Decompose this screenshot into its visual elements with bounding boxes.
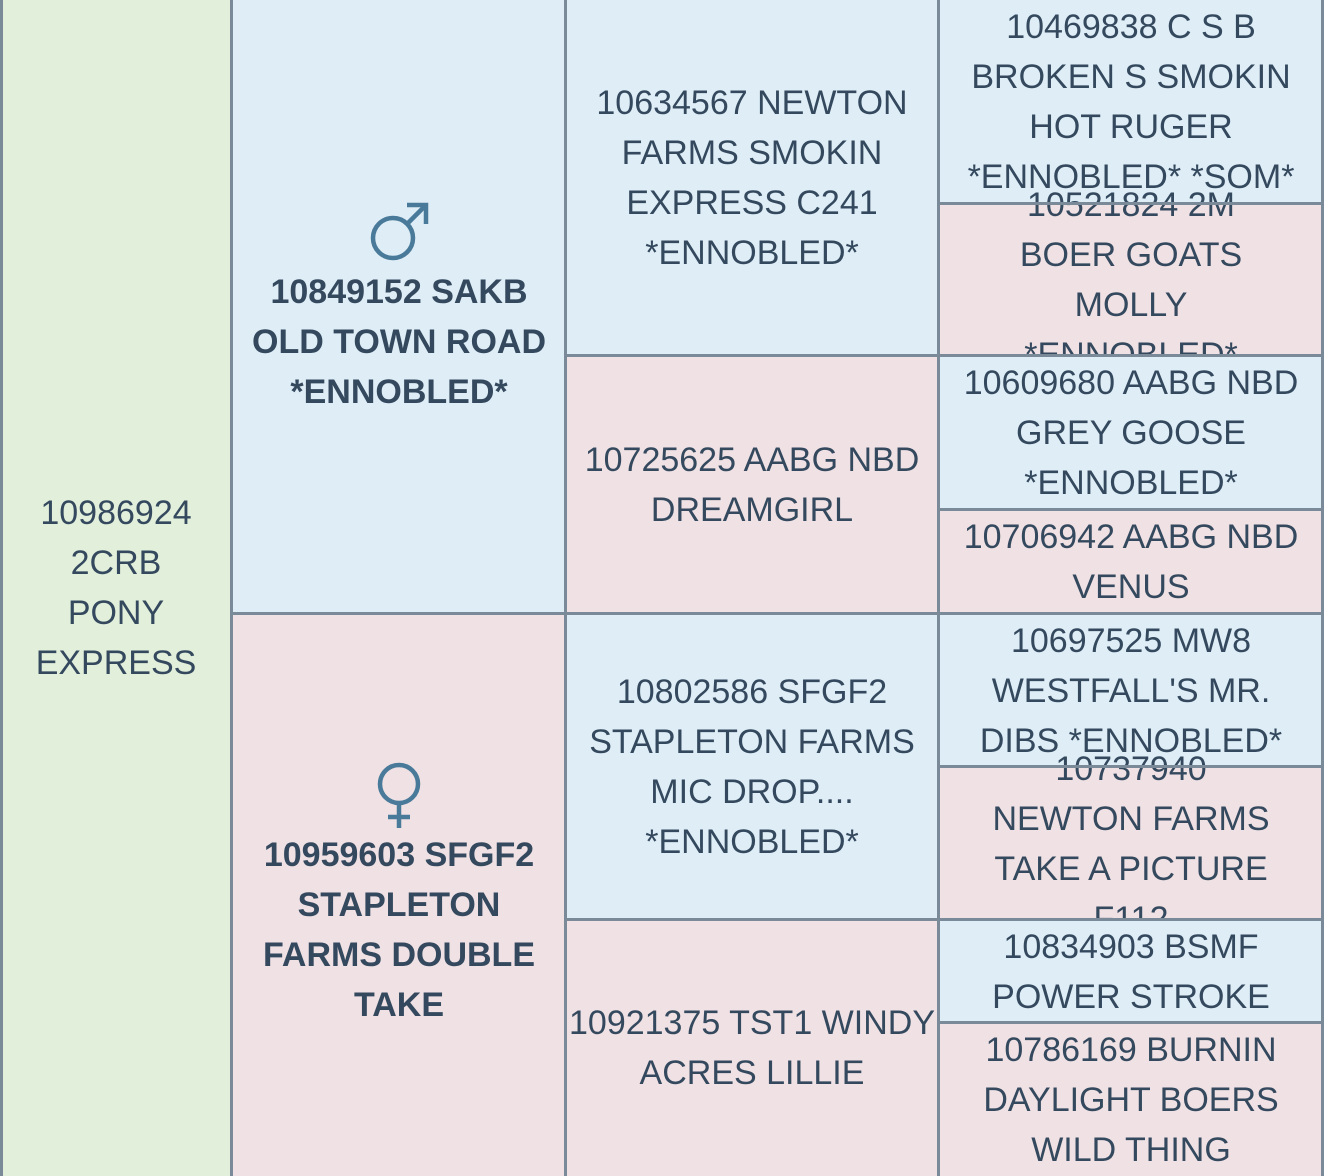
sire-name: 10849152 SAKB OLD TOWN ROAD *ENNOBLED* (252, 273, 547, 411)
maternal-grandsire-name: 10802586 SFGF2 STAPLETON FARMS MIC DROP.… (589, 673, 915, 861)
divider-ggp-1 (938, 202, 1324, 205)
subject-name: 10986924 2CRB PONY EXPRESS (35, 494, 197, 682)
great-grandparent-cell-3[interactable]: 10609680 AABG NBD GREY GOOSE *ENNOBLED* (938, 356, 1324, 509)
male-symbol-icon (364, 197, 434, 267)
great-grandparent-cell-5[interactable]: 10697525 MW8 WESTFALL'S MR. DIBS *ENNOBL… (938, 614, 1324, 767)
maternal-grandsire-cell[interactable]: 10802586 SFGF2 STAPLETON FARMS MIC DROP.… (566, 614, 938, 920)
dam-name: 10959603 SFGF2 STAPLETON FARMS DOUBLE TA… (263, 836, 535, 1024)
divider-col-1 (230, 0, 233, 1176)
female-symbol-icon (364, 760, 434, 830)
divider-col-3 (937, 0, 940, 1176)
great-grandparent-name-2: 10521824 2M BOER GOATS MOLLY *ENNOBLED* (1019, 185, 1243, 374)
great-grandparent-name-8: 10786169 BURNIN DAYLIGHT BOERS WILD THIN… (983, 1030, 1279, 1169)
great-grandparent-cell-4[interactable]: 10706942 AABG NBD VENUS (938, 509, 1324, 614)
divider-ggp-4 (938, 1021, 1324, 1024)
border-left (0, 0, 3, 1176)
great-grandparent-cell-7[interactable]: 10834903 BSMF POWER STROKE (938, 920, 1324, 1023)
great-grandparent-name-4: 10706942 AABG NBD VENUS (963, 517, 1299, 606)
dam-cell[interactable]: 10959603 SFGF2 STAPLETON FARMS DOUBLE TA… (232, 614, 566, 1176)
great-grandparent-name-1: 10469838 C S B BROKEN S SMOKIN HOT RUGER… (967, 7, 1295, 196)
maternal-granddam-name: 10921375 TST1 WINDY ACRES LILLIE (569, 1004, 935, 1092)
paternal-granddam-name: 10725625 AABG NBD DREAMGIRL (584, 441, 920, 529)
paternal-granddam-cell[interactable]: 10725625 AABG NBD DREAMGIRL (566, 356, 938, 614)
border-right (1321, 0, 1324, 1176)
sire-cell[interactable]: 10849152 SAKB OLD TOWN ROAD *ENNOBLED* (232, 0, 566, 614)
great-grandparent-name-3: 10609680 AABG NBD GREY GOOSE *ENNOBLED* (963, 363, 1299, 502)
paternal-grandsire-cell[interactable]: 10634567 NEWTON FARMS SMOKIN EXPRESS C24… (566, 0, 938, 356)
subject-cell: 10986924 2CRB PONY EXPRESS (0, 0, 232, 1176)
great-grandparent-name-7: 10834903 BSMF POWER STROKE (992, 927, 1270, 1016)
divider-ggp-2 (938, 508, 1324, 511)
great-grandparent-cell-1[interactable]: 10469838 C S B BROKEN S SMOKIN HOT RUGER… (938, 0, 1324, 203)
great-grandparent-cell-2[interactable]: 10521824 2M BOER GOATS MOLLY *ENNOBLED* (938, 186, 1324, 374)
great-grandparent-name-5: 10697525 MW8 WESTFALL'S MR. DIBS *ENNOBL… (979, 621, 1283, 760)
maternal-granddam-cell[interactable]: 10921375 TST1 WINDY ACRES LILLIE (566, 920, 938, 1176)
great-grandparent-cell-8[interactable]: 10786169 BURNIN DAYLIGHT BOERS WILD THIN… (938, 1023, 1324, 1176)
great-grandparent-name-6: 10737940 NEWTON FARMS TAKE A PICTURE F11… (992, 749, 1270, 938)
divider-gp-1 (566, 354, 1324, 357)
paternal-grandsire-name: 10634567 NEWTON FARMS SMOKIN EXPRESS C24… (596, 84, 908, 272)
divider-ggp-3 (938, 765, 1324, 768)
divider-gp-2 (566, 918, 1324, 921)
divider-parents (232, 612, 1324, 615)
great-grandparent-cell-6[interactable]: 10737940 NEWTON FARMS TAKE A PICTURE F11… (938, 750, 1324, 938)
divider-col-2 (564, 0, 567, 1176)
